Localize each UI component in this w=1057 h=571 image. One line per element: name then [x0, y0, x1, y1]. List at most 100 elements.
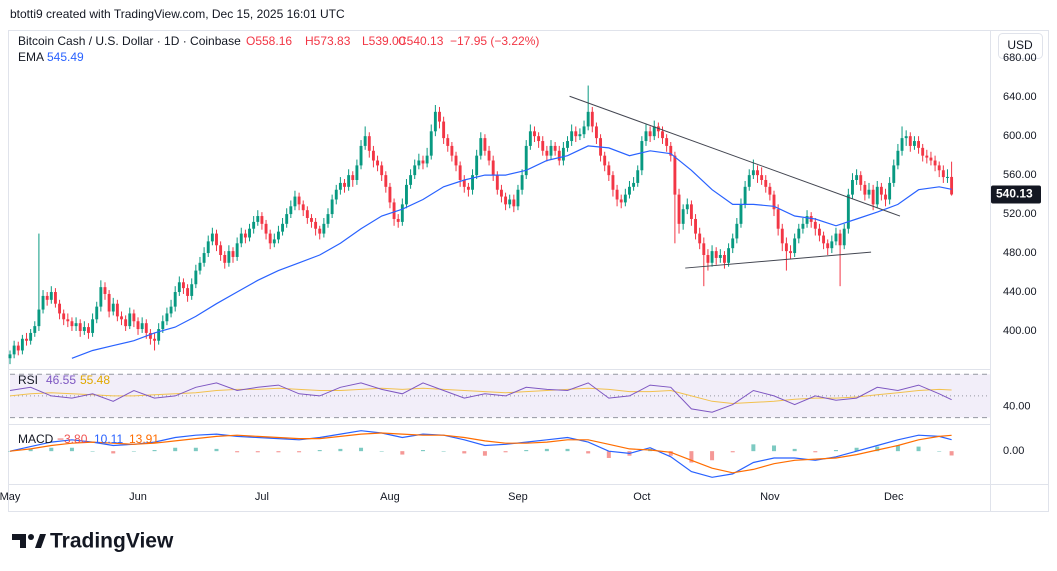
candle-body — [751, 170, 755, 176]
x-tick-label: May — [0, 491, 21, 503]
macd-histogram-bar — [895, 445, 900, 452]
macd-histogram-bar — [772, 445, 777, 452]
x-tick-label: Sep — [508, 491, 528, 503]
candle-body — [780, 228, 784, 244]
macd-histogram-bar — [751, 444, 756, 452]
candle-body — [896, 150, 900, 166]
candle-body — [520, 175, 524, 190]
candle-body — [925, 155, 929, 158]
candle-body — [276, 231, 280, 240]
macd-histogram-bar — [420, 450, 425, 452]
candle-body — [904, 136, 908, 139]
logo-icon — [28, 534, 34, 540]
candle-body — [235, 243, 239, 257]
candle-body — [731, 238, 735, 249]
candle-body — [574, 131, 578, 137]
macd-histogram-bar — [297, 451, 302, 453]
macd-histogram-bar — [730, 451, 735, 453]
macd-histogram-bar — [49, 447, 54, 452]
macd-histogram-bar — [937, 451, 942, 452]
candle-body — [206, 241, 210, 254]
candle-body — [483, 138, 487, 151]
candle-body — [768, 186, 772, 195]
x-tick-label: Jul — [255, 491, 269, 503]
candle-body — [570, 131, 574, 142]
trendline — [685, 251, 872, 269]
candle-body — [53, 292, 57, 304]
candle-body — [99, 287, 103, 307]
candle-body — [524, 145, 528, 176]
candle-body — [533, 131, 536, 137]
macd-histogram-bar — [916, 446, 921, 452]
candle-body — [37, 309, 41, 327]
candle-body — [950, 176, 954, 195]
candle-body — [632, 182, 636, 187]
candle-body — [718, 255, 722, 258]
macd-hist-legend-value: −3.80 — [57, 432, 88, 446]
candle-body — [62, 313, 66, 320]
candle-body — [879, 186, 883, 195]
candle-body — [359, 145, 363, 166]
candle-body — [784, 243, 788, 252]
candle-body — [512, 199, 516, 207]
candle-body — [70, 321, 74, 327]
candle-body — [466, 186, 470, 190]
candle-body — [743, 186, 747, 205]
ema-legend-value: 545.49 — [47, 50, 84, 64]
candle-body — [644, 131, 648, 142]
candle-body — [231, 251, 235, 257]
candle-body — [458, 165, 462, 181]
candle-body — [421, 160, 425, 164]
last-price-badge — [991, 185, 1041, 204]
y-tick-label: 40.00 — [1003, 401, 1031, 413]
candle-body — [91, 319, 95, 333]
macd-histogram-bar — [214, 448, 219, 452]
y-tick-label: 640.00 — [1003, 91, 1037, 103]
candle-body — [169, 306, 173, 314]
candle-body — [103, 287, 107, 294]
candle-body — [685, 204, 689, 210]
candle-body — [912, 141, 916, 146]
currency-button[interactable]: USD — [998, 33, 1043, 59]
candle-body — [25, 338, 28, 341]
candle-body — [409, 175, 413, 185]
candle-body — [367, 136, 371, 151]
candle-body — [210, 233, 214, 242]
candle-body — [652, 126, 656, 137]
candle-body — [272, 239, 276, 244]
macd-histogram-bar — [255, 451, 260, 453]
candle-body — [16, 345, 20, 351]
candle-body — [834, 233, 838, 242]
currency-button-box[interactable] — [998, 33, 1043, 59]
candle-body — [822, 235, 826, 244]
candle-body — [677, 194, 681, 224]
candle-body — [140, 323, 144, 330]
legend-change: −17.95 (−3.22%) — [450, 34, 539, 48]
candle-body — [376, 160, 379, 166]
candle-body — [243, 233, 247, 238]
candle-body — [305, 210, 309, 218]
y-tick-label: 0.00 — [1003, 445, 1024, 457]
candle-body — [417, 160, 421, 166]
macd-histogram-bar — [152, 450, 157, 452]
candle-body — [859, 175, 863, 185]
currency-label[interactable]: USD — [1007, 38, 1033, 52]
candle-body — [165, 313, 169, 322]
macd-histogram-bar — [875, 446, 880, 452]
candle-body — [95, 306, 99, 320]
macd-histogram-bar — [193, 447, 198, 452]
candle-body — [120, 316, 123, 320]
candle-body — [462, 180, 466, 187]
candle-body — [793, 238, 797, 254]
candle-body — [475, 155, 479, 176]
candle-body — [289, 206, 293, 215]
candle-body — [871, 189, 875, 205]
candle-body — [479, 138, 483, 156]
candle-body — [8, 354, 12, 359]
candle-body — [281, 223, 285, 232]
candle-body — [371, 150, 375, 161]
candle-body — [892, 165, 896, 183]
candle-body — [813, 221, 817, 229]
macd-histogram-bar — [111, 451, 116, 454]
legend-close: C540.13 — [398, 34, 444, 48]
